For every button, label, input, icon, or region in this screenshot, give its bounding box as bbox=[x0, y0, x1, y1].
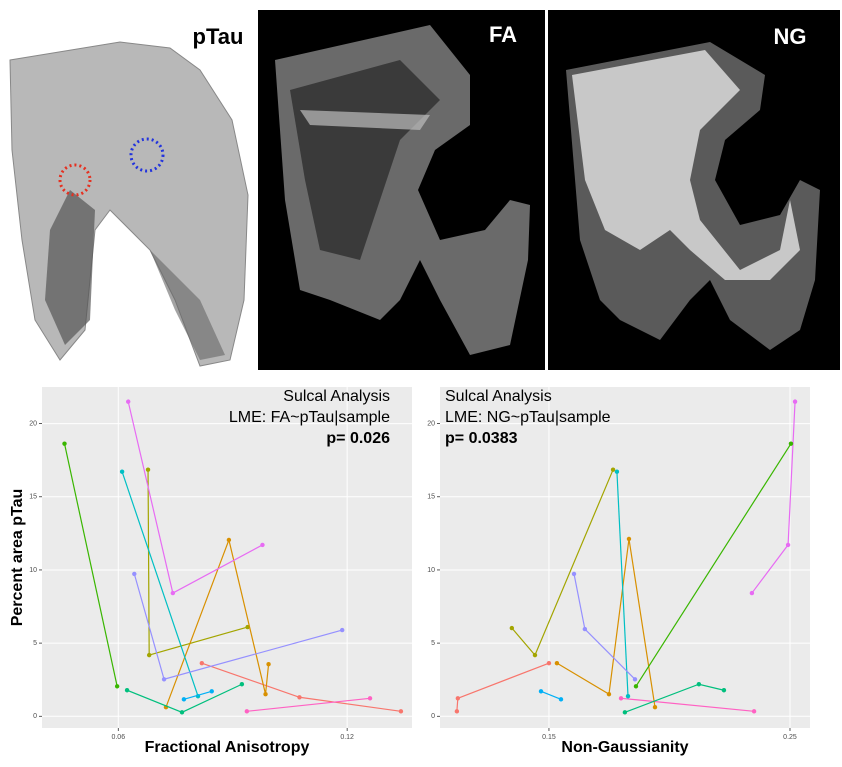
data-point bbox=[749, 590, 755, 596]
data-point bbox=[626, 536, 632, 542]
data-point bbox=[245, 624, 250, 630]
data-point bbox=[260, 542, 265, 548]
y-tick-label: 15 bbox=[427, 494, 435, 501]
data-point bbox=[145, 467, 151, 472]
data-point bbox=[266, 661, 271, 667]
data-point bbox=[126, 399, 131, 404]
x-tick-label: 0.15 bbox=[542, 734, 556, 741]
data-point bbox=[455, 696, 461, 701]
ptau-image bbox=[9, 41, 249, 367]
y-tick-label: 10 bbox=[427, 567, 435, 574]
data-point bbox=[398, 709, 404, 714]
y-tick-label: 5 bbox=[33, 640, 37, 647]
series-line bbox=[540, 690, 562, 700]
data-point bbox=[532, 652, 538, 658]
data-point bbox=[239, 682, 245, 687]
x-tick-label: 0.06 bbox=[111, 734, 125, 741]
data-point bbox=[554, 660, 560, 666]
data-point bbox=[209, 689, 214, 694]
data-point bbox=[199, 660, 205, 666]
x-tick-label: 0.25 bbox=[783, 734, 797, 741]
series-line bbox=[165, 537, 270, 708]
y-tick-label: 0 bbox=[431, 713, 435, 720]
ng-image bbox=[548, 10, 840, 370]
data-point bbox=[454, 709, 460, 714]
y-tick-label: 15 bbox=[29, 494, 37, 501]
data-point bbox=[571, 571, 577, 577]
data-point bbox=[181, 697, 187, 702]
data-point bbox=[297, 695, 302, 700]
annotation: LME: NG~pTau|sample bbox=[445, 409, 611, 426]
data-point bbox=[785, 542, 791, 548]
panel-label: FA bbox=[489, 22, 517, 47]
x-axis-label: Non-Gaussianity bbox=[561, 739, 688, 756]
data-point bbox=[114, 684, 120, 689]
data-point bbox=[226, 537, 232, 543]
y-tick-label: 0 bbox=[33, 713, 37, 720]
data-point bbox=[558, 697, 564, 702]
series-line bbox=[121, 471, 199, 697]
data-point bbox=[652, 705, 658, 710]
y-tick-label: 20 bbox=[427, 420, 435, 427]
data-point bbox=[606, 691, 612, 697]
data-point bbox=[263, 691, 268, 697]
x-tick-label: 0.12 bbox=[340, 734, 354, 741]
data-point bbox=[610, 467, 616, 472]
data-point bbox=[509, 625, 515, 631]
data-point bbox=[792, 399, 798, 404]
data-point bbox=[751, 709, 757, 714]
data-point bbox=[179, 710, 185, 715]
plot-background bbox=[42, 387, 412, 728]
annotation: LME: FA~pTau|sample bbox=[229, 409, 390, 426]
series-line bbox=[556, 538, 656, 708]
x-axis-label: Fractional Anisotropy bbox=[145, 739, 310, 756]
data-point bbox=[170, 590, 176, 596]
plot-background bbox=[440, 387, 810, 728]
series-line bbox=[183, 690, 212, 700]
series-line bbox=[620, 697, 755, 712]
data-point bbox=[546, 660, 552, 666]
data-point bbox=[119, 469, 125, 474]
data-point bbox=[146, 652, 152, 658]
y-axis-label: Percent area pTau bbox=[9, 489, 26, 627]
data-point bbox=[244, 709, 250, 714]
fa-image bbox=[258, 10, 545, 370]
data-point bbox=[124, 688, 130, 693]
data-point bbox=[132, 571, 137, 577]
data-point bbox=[632, 677, 638, 682]
panel-label: pTau bbox=[193, 24, 244, 49]
series-line bbox=[63, 443, 118, 687]
data-point bbox=[788, 441, 794, 446]
y-tick-label: 20 bbox=[29, 420, 37, 427]
data-point bbox=[618, 696, 624, 701]
data-point bbox=[696, 682, 702, 687]
data-point bbox=[62, 441, 67, 446]
data-point bbox=[721, 688, 727, 693]
data-point bbox=[582, 626, 588, 632]
y-tick-label: 10 bbox=[29, 567, 37, 574]
data-point bbox=[614, 469, 620, 474]
series-line bbox=[246, 697, 371, 712]
data-point bbox=[633, 684, 639, 689]
data-point bbox=[161, 677, 167, 682]
series-line bbox=[635, 443, 792, 687]
annotation: p= 0.026 bbox=[326, 430, 390, 447]
data-point bbox=[538, 689, 544, 694]
annotation: Sulcal Analysis bbox=[283, 388, 390, 405]
series-line bbox=[616, 471, 629, 697]
data-point bbox=[622, 710, 628, 715]
annotation: p= 0.0383 bbox=[445, 430, 518, 447]
data-point bbox=[339, 627, 345, 633]
data-point bbox=[367, 696, 373, 701]
panel-label: NG bbox=[774, 24, 807, 49]
annotation: Sulcal Analysis bbox=[445, 388, 552, 405]
data-point bbox=[625, 694, 631, 699]
y-tick-label: 5 bbox=[431, 640, 435, 647]
